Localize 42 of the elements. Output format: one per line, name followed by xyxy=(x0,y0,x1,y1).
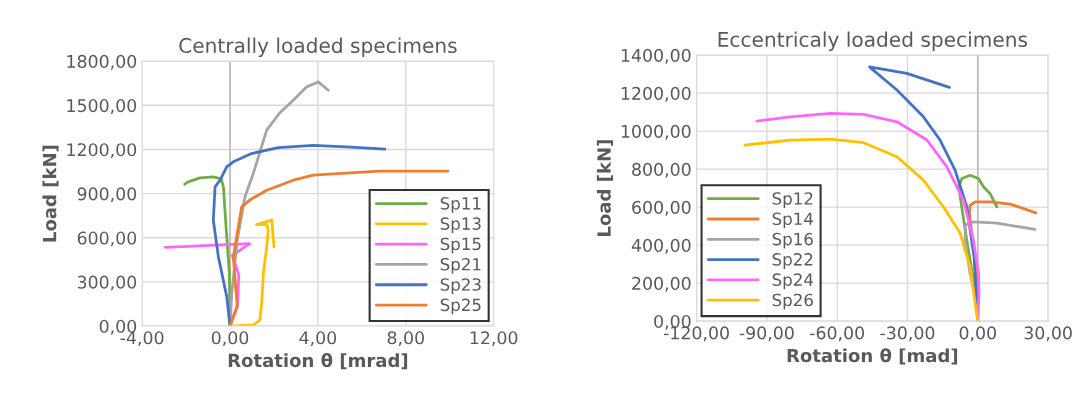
y-tick-label: 600,00 xyxy=(77,231,137,247)
x-tick-label: -30,00 xyxy=(880,326,935,342)
legend-label: Sp12 xyxy=(772,192,813,209)
x-tick-label: 8,00 xyxy=(387,331,424,347)
legend-label: Sp14 xyxy=(772,212,813,229)
legend-label: Sp24 xyxy=(772,273,813,290)
y-tick-label: 600,00 xyxy=(632,200,691,216)
y-tick-label: 1400,00 xyxy=(621,48,691,64)
y-tick-label: 800,00 xyxy=(632,162,691,178)
x-axis-title: Rotation θ [mad] xyxy=(787,348,958,365)
legend-label: Sp13 xyxy=(440,217,481,234)
legend-label: Sp15 xyxy=(440,237,481,254)
legend-label: Sp26 xyxy=(772,293,813,310)
y-tick-label: 300,00 xyxy=(77,275,137,291)
x-tick-label: -90,00 xyxy=(739,326,794,342)
y-tick-label: 1500,00 xyxy=(67,99,137,114)
legend-label: Sp25 xyxy=(440,298,481,315)
x-tick-label: 0,00 xyxy=(959,326,996,342)
chart-title: Eccentricaly loaded specimens xyxy=(718,31,1028,51)
chart-title: Centrally loaded specimens xyxy=(179,37,457,58)
legend-label: Sp11 xyxy=(440,197,481,213)
legend-label: Sp23 xyxy=(440,278,481,295)
x-tick-label: -60,00 xyxy=(810,326,865,342)
y-tick-label: 200,00 xyxy=(632,276,691,292)
x-tick-label: 0,00 xyxy=(211,331,249,347)
y-tick-label: 1800,00 xyxy=(67,54,137,70)
y-axis-title: Load [kN] xyxy=(596,140,613,236)
y-tick-label: 1200,00 xyxy=(621,86,691,102)
x-tick-label: 30,00 xyxy=(1024,326,1072,342)
y-tick-label: 400,00 xyxy=(631,238,691,254)
y-tick-label: 1200,00 xyxy=(67,143,137,159)
line-series xyxy=(211,144,387,327)
line-series xyxy=(743,137,980,322)
legend-label: Sp21 xyxy=(440,257,481,274)
x-tick-label: 4,00 xyxy=(299,331,337,347)
y-tick-label: 1000,00 xyxy=(621,124,691,140)
y-tick-label: 900,00 xyxy=(77,187,137,203)
y-axis-title: Load [kN] xyxy=(42,145,59,242)
x-tick-label: 12,00 xyxy=(470,331,518,347)
legend-label: Sp22 xyxy=(772,253,813,269)
legend-label: Sp16 xyxy=(772,232,813,249)
x-axis-title: Rotation θ [mrad] xyxy=(228,353,408,370)
